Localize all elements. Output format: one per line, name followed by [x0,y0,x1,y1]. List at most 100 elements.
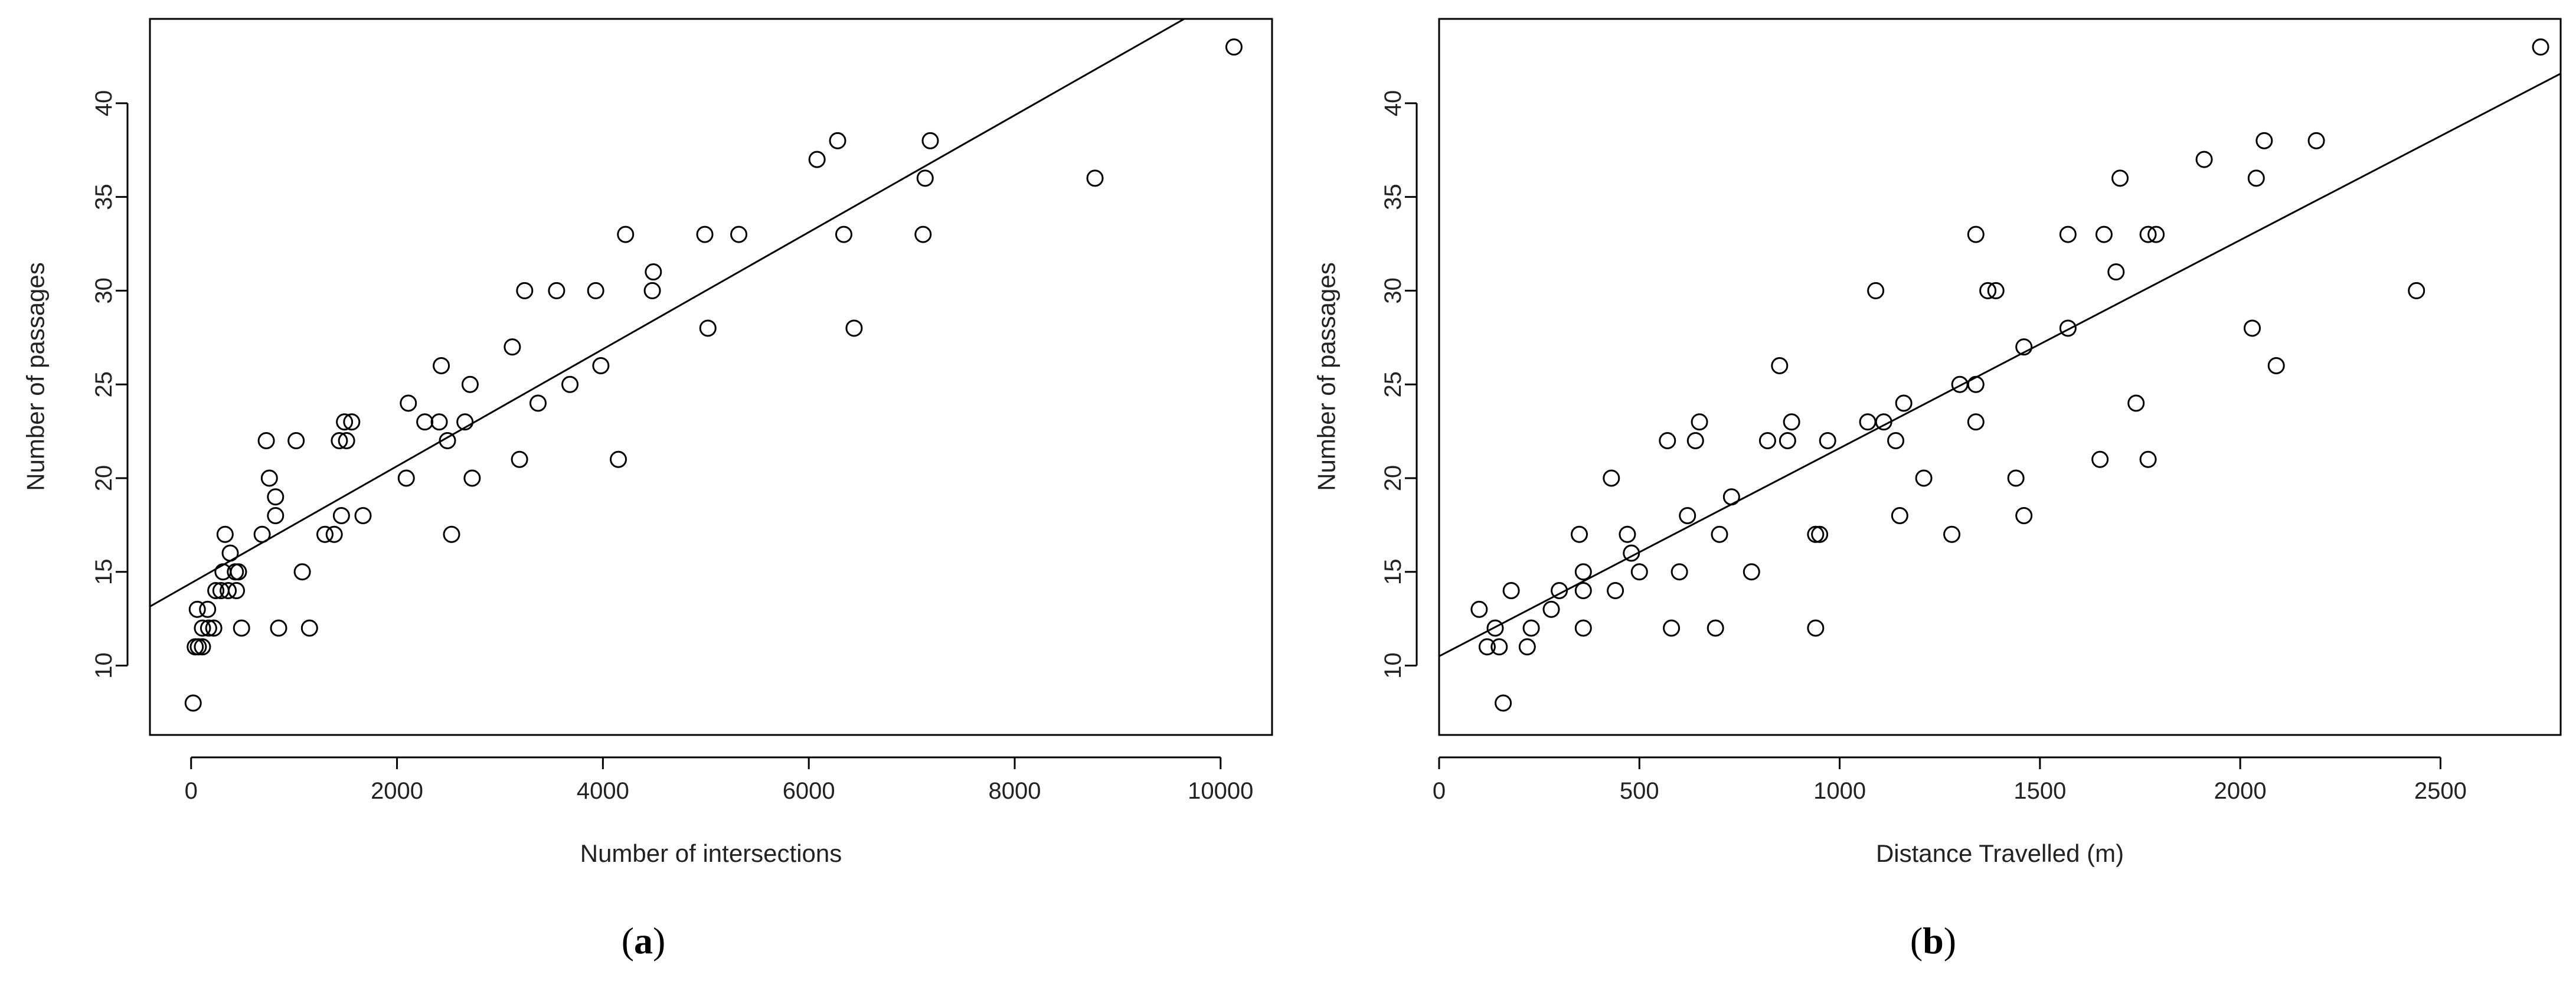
data-point-b [1495,694,1512,712]
data-point-a [205,619,223,637]
data-point-a [325,525,343,543]
data-point-b [1518,638,1536,656]
panel-label-b-letter: b [1923,920,1944,962]
data-point-a [921,132,939,149]
data-point-b [1623,544,1640,562]
data-point-b [1758,432,1776,449]
data-point-a [207,581,225,599]
data-point-a [914,225,932,243]
data-point-b [1895,394,1913,412]
data-point-b [1967,375,1985,393]
data-point-b [1571,525,1588,543]
data-point-b [2107,263,2125,281]
panel-label-b: (b) [1910,920,1956,962]
x-axis-title-b: Distance Travelled (m) [1876,839,2124,867]
x-tick-label-a: 8000 [988,778,1041,804]
data-point-b [2532,38,2549,56]
data-point-b [2255,132,2273,149]
data-point-a [200,619,217,637]
data-point-a [194,619,211,637]
data-point-a [267,488,285,506]
data-point-a [516,282,534,299]
data-point-a [397,469,415,487]
data-point-a [331,432,348,449]
y-tick-label-a: 10 [91,652,117,679]
data-point-b [2059,319,2077,337]
y-tick-label-a: 20 [91,465,117,492]
data-point-b [2307,132,2325,149]
regression-line-b [1439,73,2561,657]
data-point-b [1967,225,1985,243]
data-point-a [260,469,278,487]
y-tick-label-b: 25 [1380,371,1406,398]
data-point-b [1819,432,1836,449]
data-point-b [1711,525,1728,543]
data-point-b [1875,413,1892,431]
y-tick-label-a: 30 [91,277,117,304]
data-point-a [336,413,354,431]
data-point-b [2111,169,2129,187]
data-point-b [1915,469,1933,487]
y-axis-title-b: Number of passages [1313,262,1341,491]
data-point-a [548,282,565,299]
y-axis-title-a: Number of passages [22,262,50,491]
data-point-b [2095,225,2113,243]
data-point-a [699,319,717,337]
x-tick-label-b: 500 [1620,778,1659,804]
data-point-b [1659,432,1676,449]
data-point-a [916,169,934,187]
panel-label-a: (a) [622,920,666,962]
data-point-b [2007,469,2025,487]
x-tick-label-b: 2500 [2414,778,2467,804]
data-point-b [1619,525,1636,543]
data-point-a [199,600,217,618]
data-point-b [1551,581,1568,599]
panel-label-a-letter: a [634,920,653,962]
panel-b: 0 500 1000 1500 2000 2500 10 15 20 25 30 35 40 Distan… [1313,18,2562,867]
data-point-b [1979,282,1997,299]
data-point-b [1967,413,1985,431]
data-point-b [1478,638,1496,656]
data-point-a [443,525,460,543]
data-point-a [829,132,846,149]
data-point-b [1887,432,1905,449]
y-tick-label-b: 40 [1380,90,1406,117]
data-point-b [1771,357,1789,374]
data-point-a [300,619,318,637]
data-point-a [587,282,604,299]
data-point-b [1891,506,1908,524]
data-point-b [1807,619,1825,637]
data-point-a [216,525,234,543]
plot-frame-b [1438,18,2562,736]
y-tick-label-a: 40 [91,90,117,117]
data-point-a [230,563,247,581]
data-point-a [416,413,434,431]
data-point-b [1502,581,1520,599]
x-tick-label-a: 4000 [577,778,629,804]
data-point-b [1603,469,1620,487]
data-point-b [2015,338,2033,356]
data-point-a [338,432,355,449]
data-point-b [2139,225,2157,243]
y-tick-label-a: 15 [91,558,117,585]
data-point-b [1779,432,1796,449]
data-point-a [316,525,334,543]
data-point-b [1722,488,1740,506]
x-tick-label-b: 2000 [2214,778,2267,804]
plot-frame-a [149,18,1273,736]
data-point-b [2015,506,2033,524]
data-point-a [257,432,275,449]
data-point-b [1574,619,1592,637]
data-point-a [511,450,528,468]
x-tick-label-a: 2000 [371,778,423,804]
data-point-a [267,506,285,524]
data-point-b [1859,413,1877,431]
y-tick-label-a: 35 [91,184,117,210]
data-point-a [430,413,448,431]
y-tick-label-b: 20 [1380,465,1406,492]
data-point-b [1951,375,1969,393]
data-point-a [253,525,271,543]
y-tick-label-b: 30 [1380,277,1406,304]
panel-label-b-close: ) [1944,920,1956,962]
